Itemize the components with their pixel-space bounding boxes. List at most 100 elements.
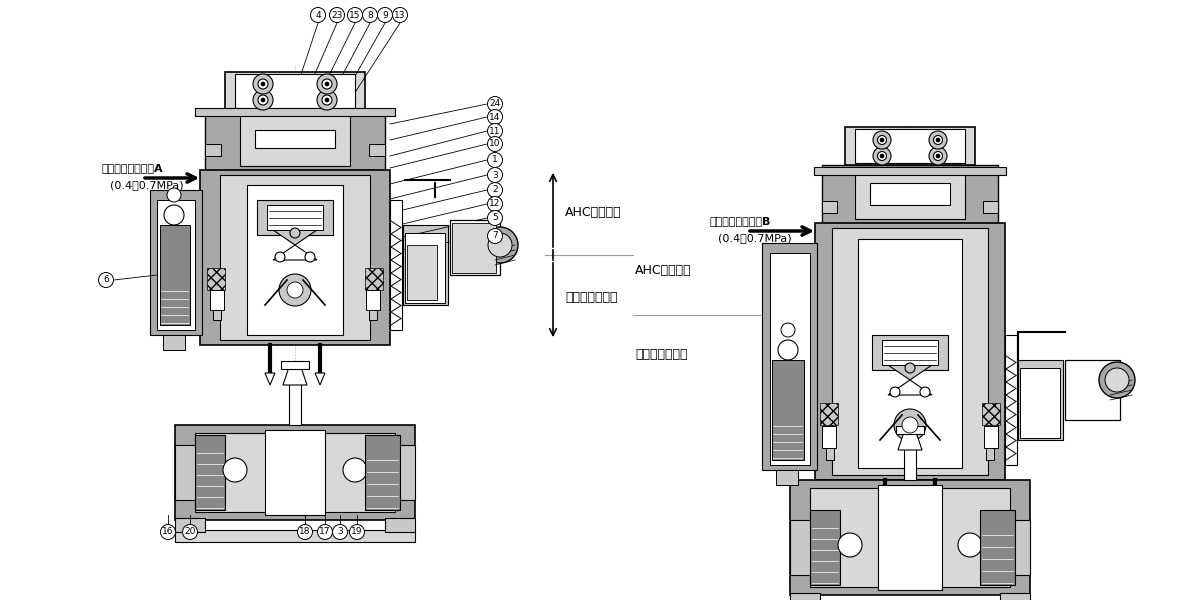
Text: 2: 2 [492, 185, 498, 194]
Circle shape [1099, 362, 1135, 398]
Bar [855, 129, 966, 163]
Text: 8: 8 [367, 10, 373, 19]
Circle shape [223, 458, 247, 482]
Circle shape [393, 7, 407, 22]
Text: 18: 18 [300, 527, 310, 536]
Bar [210, 290, 224, 310]
Polygon shape [888, 365, 932, 380]
Bar [225, 72, 365, 110]
Circle shape [902, 417, 918, 433]
Bar [282, 361, 309, 369]
Bar [772, 360, 804, 460]
Circle shape [322, 95, 332, 105]
Bar [815, 223, 1005, 480]
Circle shape [488, 182, 502, 197]
Text: 24: 24 [489, 100, 501, 109]
Bar [762, 243, 817, 470]
Bar [220, 175, 370, 340]
Bar [213, 310, 220, 320]
Circle shape [258, 79, 268, 89]
Circle shape [482, 227, 518, 263]
Bar [235, 74, 355, 108]
Circle shape [488, 109, 502, 124]
Bar [207, 268, 225, 290]
Circle shape [347, 7, 363, 22]
Bar [1005, 335, 1017, 465]
Bar [984, 201, 998, 213]
Bar [267, 205, 323, 230]
Bar [195, 435, 225, 510]
Circle shape [488, 124, 502, 139]
Circle shape [488, 196, 502, 211]
Circle shape [488, 211, 502, 226]
Circle shape [881, 154, 884, 158]
Circle shape [297, 524, 313, 539]
Bar [175, 530, 415, 542]
Circle shape [261, 98, 265, 102]
Bar [157, 200, 195, 330]
Bar [450, 220, 500, 275]
Text: 23: 23 [332, 10, 343, 19]
Text: (0.4～0.7MPa): (0.4～0.7MPa) [110, 180, 183, 190]
Circle shape [317, 524, 333, 539]
Text: ツールアダプタ: ツールアダプタ [635, 349, 688, 361]
Circle shape [288, 282, 303, 298]
Circle shape [928, 147, 946, 165]
Circle shape [488, 229, 502, 244]
Circle shape [325, 98, 329, 102]
Circle shape [873, 147, 891, 165]
Polygon shape [898, 432, 922, 450]
Circle shape [837, 533, 863, 557]
Bar [391, 200, 403, 330]
Bar [789, 480, 1030, 595]
Text: AHCユニット: AHCユニット [635, 263, 691, 277]
Bar [904, 445, 916, 480]
Circle shape [333, 524, 347, 539]
Bar [813, 167, 1006, 175]
Circle shape [488, 152, 502, 167]
Circle shape [936, 154, 940, 158]
Polygon shape [888, 380, 932, 395]
Circle shape [164, 205, 184, 225]
Polygon shape [273, 245, 317, 260]
Text: 20: 20 [184, 527, 195, 536]
Circle shape [920, 387, 930, 397]
Bar [982, 403, 1000, 425]
Circle shape [329, 7, 345, 22]
Bar [365, 435, 400, 510]
Text: 9: 9 [382, 10, 388, 19]
Text: 10: 10 [489, 139, 501, 148]
Circle shape [377, 7, 393, 22]
Bar [365, 268, 383, 290]
Bar [980, 510, 1015, 585]
Bar [819, 403, 837, 425]
Circle shape [781, 323, 795, 337]
Bar [258, 200, 333, 235]
Bar [845, 127, 975, 165]
Bar [385, 518, 415, 532]
Circle shape [881, 138, 884, 142]
Circle shape [310, 7, 326, 22]
Bar [195, 108, 395, 116]
Circle shape [317, 90, 337, 110]
Bar [150, 190, 202, 335]
Text: 11: 11 [489, 127, 501, 136]
Circle shape [253, 90, 273, 110]
Bar [858, 239, 962, 468]
Bar [789, 520, 812, 575]
Text: ツールアダプタ: ツールアダプタ [565, 291, 617, 304]
Circle shape [488, 233, 512, 257]
Bar [175, 518, 205, 532]
Circle shape [98, 272, 114, 287]
Bar [369, 310, 377, 320]
Bar [161, 225, 190, 325]
Circle shape [928, 131, 946, 149]
Circle shape [488, 97, 502, 112]
Bar [1019, 368, 1060, 438]
Bar [822, 201, 837, 213]
Circle shape [936, 138, 940, 142]
Bar [810, 510, 840, 585]
Bar [247, 185, 343, 335]
Circle shape [1105, 368, 1129, 392]
Circle shape [322, 79, 332, 89]
